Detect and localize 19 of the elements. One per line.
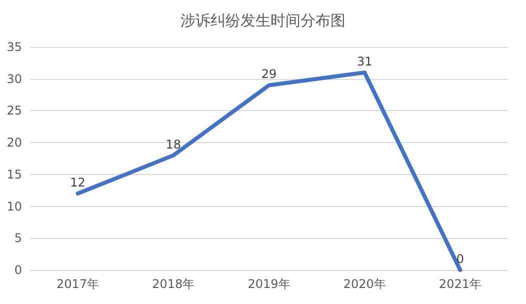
y-tick-label: 0 [14,263,22,277]
x-tick-label: 2018年 [152,277,195,291]
y-tick-label: 20 [6,136,22,150]
data-label: 31 [356,54,372,68]
y-tick-label: 25 [6,104,22,118]
x-tick-label: 2019年 [248,277,290,291]
y-tick-label: 5 [14,231,22,246]
x-tick-label: 2021年 [438,277,482,291]
x-tick-label: 2017年 [56,277,100,291]
data-label: 0 [456,252,464,266]
y-tick-label: 15 [6,167,22,182]
data-label: 29 [261,67,277,82]
y-tick-label: 35 [6,40,22,54]
y-tick-label: 10 [6,199,22,214]
chart-title: 涉诉纠纷发生时间分布图 [180,12,346,30]
data-label: 18 [166,137,182,152]
y-tick-label: 30 [6,72,22,86]
x-tick-label: 2020年 [343,277,386,291]
data-label: 12 [70,176,86,190]
